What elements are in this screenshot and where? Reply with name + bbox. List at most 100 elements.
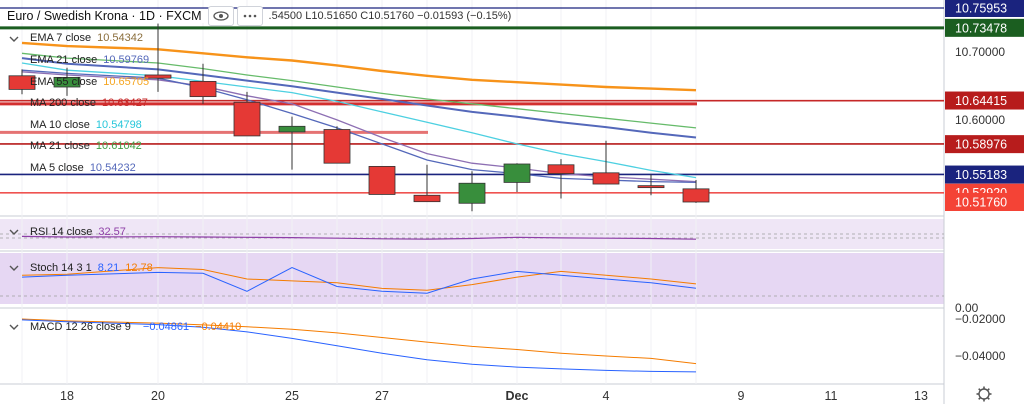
legend-value-macd: −0.04861	[142, 321, 190, 333]
macd-tick-label: −0.02000	[955, 312, 1006, 326]
legend-value: 10.54232	[89, 162, 136, 174]
symbol-header: Euro / Swedish Krona · 1D · FXCM .54500 …	[4, 6, 511, 26]
legend-ma200[interactable]: MA 200 close 10.63427	[30, 97, 148, 109]
legend-label: RSI 14 close	[30, 226, 93, 238]
legend-label: MA 10 close	[30, 119, 90, 131]
macd-tick-label: −0.04000	[955, 349, 1006, 363]
legend-label: EMA 7 close	[30, 32, 92, 44]
gear-icon[interactable]	[976, 386, 992, 402]
macd-line	[21, 319, 697, 373]
legend-value-signal: −0.04410	[195, 321, 242, 333]
x-axis-label: 4	[603, 389, 610, 403]
more-dots-icon[interactable]	[236, 6, 263, 26]
x-axis-label: Dec	[506, 389, 529, 403]
legend-value: 10.63427	[102, 97, 148, 109]
legend-label: MA 5 close	[30, 162, 84, 174]
legend-value-d: 12.78	[125, 262, 153, 274]
legend-value-k: 8.21	[97, 262, 120, 274]
candle-body	[592, 172, 620, 185]
price-badge	[945, 0, 1024, 17]
price-tick-label: 10.70000	[955, 45, 1005, 59]
candle-body	[682, 188, 710, 203]
legend-label: MA 21 close	[30, 140, 90, 152]
stoch-d-line	[21, 267, 697, 291]
price-tick-label: 10.60000	[955, 113, 1005, 127]
legend-label: EMA 55 close	[30, 76, 98, 88]
legend-macd[interactable]: MACD 12 26 close 9 −0.04861 −0.04410	[30, 321, 241, 333]
x-axis-label: 27	[375, 389, 389, 403]
candle-body	[637, 185, 665, 189]
stoch-tick-label: 0.00	[955, 301, 979, 315]
stoch-k-line	[21, 267, 697, 294]
overlay-line	[21, 62, 697, 179]
price-badge	[945, 165, 1024, 184]
legend-label: EMA 21 close	[30, 54, 98, 66]
ohlc-readout: .54500 L10.51650 C10.51760 −0.01593 (−0.…	[268, 10, 512, 22]
legend-stoch[interactable]: Stoch 14 3 1 8.21 12.78	[30, 262, 153, 274]
price-badge-label: 10.73478	[955, 21, 1007, 35]
collapse-chevron-icon[interactable]	[8, 321, 20, 333]
price-badge	[945, 91, 1024, 110]
price-badge-label: 10.58976	[955, 138, 1007, 152]
candle-body	[458, 182, 486, 204]
gear-tooth	[978, 388, 982, 392]
legend-value: 10.65705	[103, 76, 150, 88]
price-badge-label: 10.75953	[955, 2, 1007, 16]
x-axis-label: 9	[738, 389, 745, 403]
candle-body	[189, 80, 217, 98]
price-badge	[945, 18, 1024, 37]
legend-value: 10.54342	[97, 32, 144, 44]
rsi-line	[21, 235, 697, 240]
symbol-title[interactable]: Euro / Swedish Krona · 1D · FXCM	[4, 9, 205, 23]
candle-body	[503, 163, 531, 183]
gear-tooth	[986, 388, 990, 392]
x-axis-label: 20	[151, 389, 165, 403]
legend-ma5[interactable]: MA 5 close 10.54232	[30, 162, 136, 174]
eye-icon[interactable]	[207, 6, 234, 26]
x-axis-label: 11	[825, 389, 838, 403]
legend-ma10[interactable]: MA 10 close 10.54798	[30, 119, 142, 131]
price-badge	[945, 193, 1024, 211]
legend-value: 32.57	[98, 226, 126, 238]
overlay-line	[21, 52, 697, 129]
price-badge-label: 10.55183	[955, 168, 1007, 182]
candle-body	[233, 101, 261, 137]
candle-body	[413, 194, 441, 203]
legend-label: Stoch 14 3 1	[30, 262, 92, 274]
candle-body	[144, 74, 172, 79]
legend-label: MA 200 close	[30, 97, 97, 109]
legend-value: 10.59769	[103, 54, 150, 66]
overlay-line	[21, 57, 697, 139]
legend-ema55[interactable]: EMA 55 close 10.65705	[30, 76, 149, 88]
gear-tooth	[978, 396, 982, 400]
candle-body	[8, 75, 36, 90]
legend-ma21[interactable]: MA 21 close 10.61042	[30, 140, 142, 152]
x-axis-label: 13	[914, 389, 928, 403]
candle-body	[278, 125, 306, 133]
candle-body	[368, 165, 396, 195]
legend-rsi[interactable]: RSI 14 close 32.57	[30, 226, 126, 238]
collapse-chevron-icon[interactable]	[8, 226, 20, 238]
legend-ema7[interactable]: EMA 7 close 10.54342	[30, 32, 143, 44]
collapse-chevron-icon[interactable]	[8, 262, 20, 274]
x-axis-label: 18	[60, 389, 74, 403]
legend-label: MACD 12 26 close 9	[30, 321, 131, 333]
candle-body	[53, 76, 81, 88]
price-badge	[945, 135, 1024, 154]
x-axis-label: 25	[285, 389, 299, 403]
legend-ema21[interactable]: EMA 21 close 10.59769	[30, 54, 149, 66]
gear-tooth	[986, 396, 990, 400]
legend-value: 10.61042	[95, 140, 142, 152]
candle-body	[323, 129, 351, 164]
overlay-line	[21, 41, 697, 92]
legend-value: 10.54798	[95, 119, 142, 131]
price-badge-label: 10.64415	[955, 94, 1007, 108]
price-badge-label: 10.51760	[955, 196, 1007, 210]
overlay-line	[21, 69, 697, 184]
candle-body	[547, 164, 575, 175]
macd-signal-line	[21, 318, 697, 365]
collapse-chevron-icon[interactable]	[8, 33, 20, 45]
